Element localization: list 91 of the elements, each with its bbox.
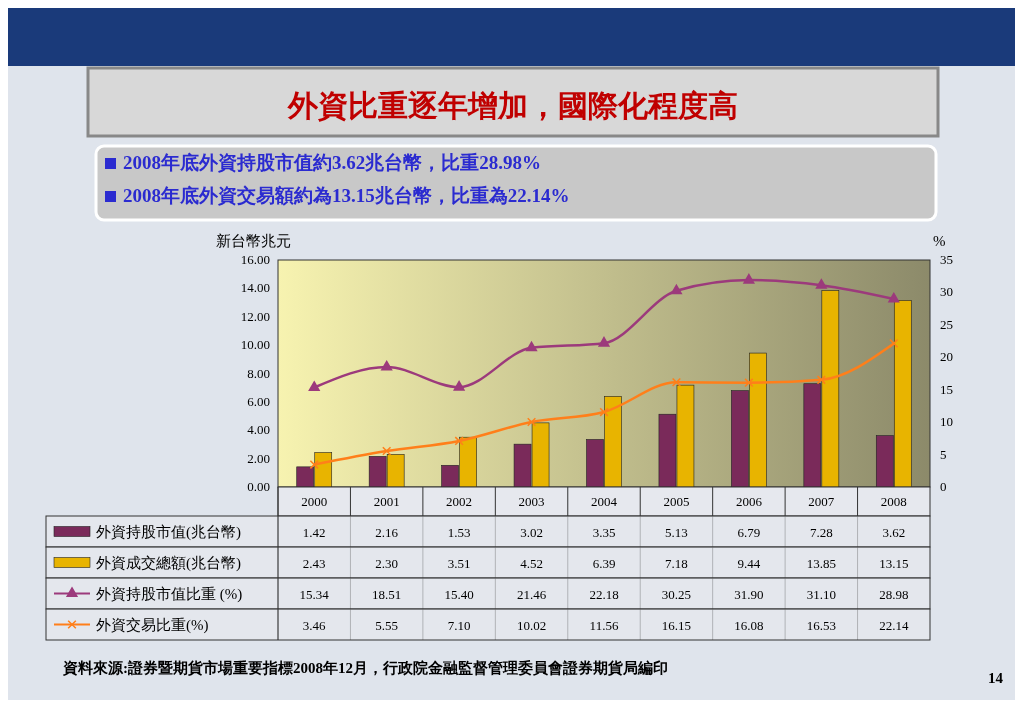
data-label: 18.51 — [372, 586, 402, 602]
point — [453, 380, 465, 391]
x-tick-label: 2004 — [591, 494, 618, 509]
y2-tick-label: 25 — [940, 316, 953, 332]
x-tick-label: 2000 — [301, 494, 328, 509]
y2-tick-label: 30 — [940, 284, 953, 300]
data-label: 13.85 — [806, 555, 836, 571]
data-label: 16.15 — [661, 617, 692, 633]
point — [671, 377, 682, 387]
point — [309, 459, 319, 470]
data-label: 6.39 — [592, 555, 616, 571]
data-label: 10.02 — [516, 617, 547, 633]
point — [743, 273, 755, 284]
text: 2008年底外資交易額約為13.15兆台幣，比重為22.14% — [123, 185, 570, 206]
y2-axis-title: % — [933, 233, 946, 249]
data-label: 3.35 — [592, 524, 616, 540]
data-label: 7.18 — [665, 555, 688, 571]
y-tick-label: 12.00 — [240, 308, 270, 324]
data-label: 7.10 — [447, 617, 471, 633]
y-tick-label: 2.00 — [247, 450, 270, 466]
x-tick-label: 2008 — [880, 494, 907, 509]
data-label: 5.13 — [665, 524, 688, 540]
text: 14 — [988, 670, 1004, 686]
data-label: 3.02 — [520, 524, 543, 540]
data-label: 31.90 — [734, 586, 764, 602]
point — [526, 417, 537, 427]
point — [744, 378, 754, 388]
data-label: 1.42 — [302, 524, 326, 540]
data-label: 5.55 — [375, 617, 399, 633]
y2-tick-label: 5 — [940, 446, 947, 462]
source-note: 資料來源:證券暨期貨市場重要指標2008年12月，行政院金融監督管理委員會證券期貨局編印 — [62, 659, 668, 677]
y2-tick-label: 35 — [940, 252, 953, 267]
data-label: 6.79 — [737, 524, 761, 540]
point — [816, 375, 826, 385]
text: 2008年底外資持股市值約3.62兆台幣，比重28.98% — [123, 152, 541, 173]
x-tick-label: 2006 — [735, 494, 763, 509]
data-label: 7.28 — [809, 524, 833, 540]
y2-tick-label: 10 — [940, 414, 953, 430]
data-label: 31.10 — [806, 586, 836, 602]
y-tick-label: 10.00 — [240, 337, 270, 353]
point — [308, 381, 320, 392]
y2-tick-label: 20 — [940, 349, 953, 365]
legend-label: 外資持股市值(兆台幣) — [96, 523, 241, 541]
legend-label: 外資交易比重(%) — [96, 616, 209, 634]
data-label: 15.40 — [444, 586, 474, 602]
data-label: 2.30 — [375, 555, 399, 571]
chart-title: 外資比重逐年增加，國際化程度高 — [287, 89, 738, 122]
y2-tick-label: 15 — [940, 381, 953, 397]
data-label: 30.25 — [661, 586, 692, 602]
data-label: 3.51 — [447, 555, 471, 571]
legend-label: 外資持股市值比重 (%) — [96, 585, 243, 603]
x-tick-label: 2007 — [808, 494, 835, 509]
point — [888, 292, 900, 303]
data-label: 22.14 — [879, 617, 909, 633]
point — [815, 279, 827, 289]
data-label: 2.16 — [375, 524, 399, 540]
data-label: 9.44 — [737, 555, 761, 571]
x-tick-label: 2002 — [446, 494, 473, 509]
point — [670, 284, 682, 295]
data-label: 3.46 — [302, 617, 327, 633]
point — [599, 407, 609, 417]
data-label: 15.34 — [299, 586, 330, 602]
y-tick-label: 14.00 — [240, 280, 270, 296]
y-tick-label: 0.00 — [247, 479, 270, 494]
x-tick-label: 2001 — [373, 494, 400, 509]
y-tick-label: 6.00 — [247, 393, 270, 409]
point — [382, 446, 392, 456]
point — [526, 341, 538, 352]
y-axis-title: 新台幣兆元 — [216, 233, 291, 249]
data-label: 3.62 — [882, 524, 906, 540]
legend-label: 外資成交總額(兆台幣) — [96, 554, 241, 572]
data-label: 1.53 — [447, 524, 471, 540]
data-label: 21.46 — [516, 586, 547, 602]
y2-tick-label: 0 — [940, 479, 947, 494]
y-tick-label: 8.00 — [247, 365, 270, 381]
data-label: 16.08 — [734, 617, 764, 633]
data-label: 11.56 — [589, 617, 619, 633]
point — [598, 336, 610, 347]
x-tick-label: 2003 — [518, 494, 545, 509]
data-label: 13.15 — [879, 555, 909, 571]
x-tick-label: 2005 — [663, 494, 690, 509]
data-label: 4.52 — [520, 555, 543, 571]
point — [381, 360, 393, 371]
y-tick-label: 16.00 — [240, 252, 270, 267]
point — [889, 338, 899, 348]
data-label: 16.53 — [806, 617, 836, 633]
point — [454, 436, 464, 446]
data-label: 2.43 — [302, 555, 326, 571]
data-label: 28.98 — [879, 586, 909, 602]
y-tick-label: 4.00 — [247, 422, 270, 438]
data-label: 22.18 — [589, 586, 619, 602]
